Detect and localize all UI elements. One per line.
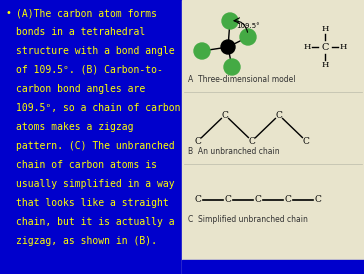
Text: C: C [276, 110, 282, 119]
Circle shape [224, 59, 240, 75]
Text: H: H [303, 43, 311, 51]
Text: C: C [321, 42, 329, 52]
Text: H: H [321, 61, 329, 69]
Circle shape [221, 40, 235, 54]
Circle shape [194, 43, 210, 59]
Text: C: C [222, 110, 229, 119]
Text: that looks like a straight: that looks like a straight [16, 198, 169, 208]
Text: C: C [249, 136, 256, 145]
Text: H: H [321, 25, 329, 33]
Text: C: C [285, 196, 292, 204]
Bar [182, 0, 364, 274]
Text: C  Simplified unbranched chain: C Simplified unbranched chain [188, 215, 308, 224]
Text: C: C [302, 136, 309, 145]
Text: H: H [339, 43, 347, 51]
Text: C: C [225, 196, 232, 204]
Text: pattern. (C) The unbranched: pattern. (C) The unbranched [16, 141, 175, 151]
Text: usually simplified in a way: usually simplified in a way [16, 179, 175, 189]
Text: zigzag, as shown in (B).: zigzag, as shown in (B). [16, 236, 157, 246]
Bar [182, 260, 364, 274]
Text: C: C [195, 136, 201, 145]
Text: A  Three-dimensional model: A Three-dimensional model [188, 75, 296, 84]
Text: bonds in a tetrahedral: bonds in a tetrahedral [16, 27, 145, 37]
Text: structure with a bond angle: structure with a bond angle [16, 46, 175, 56]
Text: of 109.5ᵒ. (B) Carbon-to-: of 109.5ᵒ. (B) Carbon-to- [16, 65, 163, 75]
Text: carbon bond angles are: carbon bond angles are [16, 84, 145, 94]
Text: atoms makes a zigzag: atoms makes a zigzag [16, 122, 134, 132]
Text: chain of carbon atoms is: chain of carbon atoms is [16, 160, 157, 170]
Bar [0, 0, 182, 274]
Text: 109.5ᵒ, so a chain of carbon: 109.5ᵒ, so a chain of carbon [16, 103, 181, 113]
Text: (A)The carbon atom forms: (A)The carbon atom forms [16, 8, 157, 18]
Text: C: C [254, 196, 261, 204]
Text: 109.5°: 109.5° [236, 23, 260, 29]
Text: B  An unbranched chain: B An unbranched chain [188, 147, 280, 156]
Text: chain, but it is actually a: chain, but it is actually a [16, 217, 175, 227]
Circle shape [240, 29, 256, 45]
Text: •: • [6, 8, 12, 18]
Text: C: C [314, 196, 321, 204]
Text: C: C [195, 196, 201, 204]
Circle shape [222, 13, 238, 29]
